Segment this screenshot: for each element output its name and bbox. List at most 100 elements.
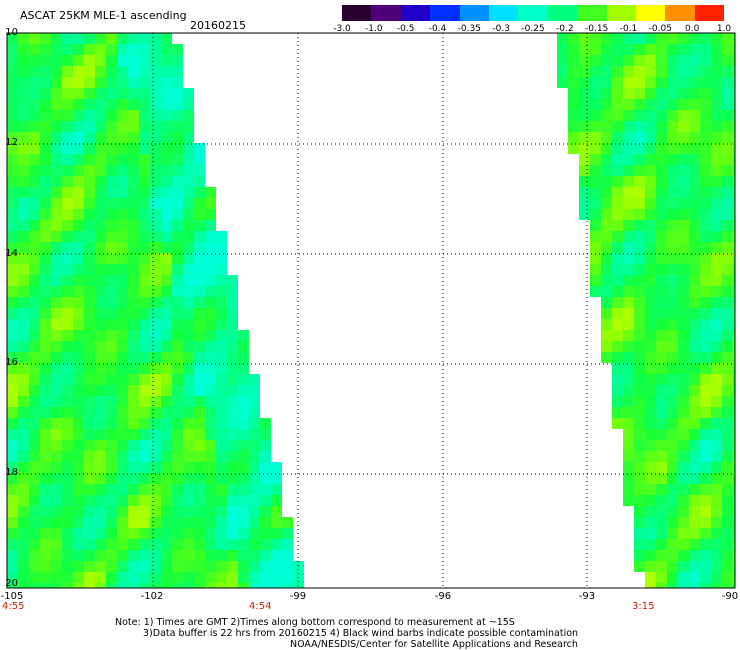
colorbar-swatch <box>430 5 460 21</box>
wind-cell <box>711 308 722 319</box>
wind-cell <box>128 418 139 429</box>
wind-cell <box>216 440 227 451</box>
wind-cell <box>733 561 735 572</box>
wind-cell <box>634 440 645 451</box>
wind-cell <box>667 429 678 440</box>
wind-cell <box>194 154 205 165</box>
wind-cell <box>18 154 29 165</box>
wind-cell <box>645 88 656 99</box>
wind-cell <box>733 55 735 66</box>
wind-cell <box>645 286 656 297</box>
wind-cell <box>645 44 656 55</box>
wind-cell <box>678 154 689 165</box>
wind-cell <box>84 99 95 110</box>
wind-cell <box>172 418 183 429</box>
wind-cell <box>106 275 117 286</box>
wind-cell <box>95 286 106 297</box>
wind-cell <box>656 297 667 308</box>
wind-cell <box>172 209 183 220</box>
wind-cell <box>139 66 150 77</box>
wind-cell <box>29 484 40 495</box>
wind-cell <box>84 308 95 319</box>
wind-cell <box>62 517 73 528</box>
wind-cell <box>689 176 700 187</box>
wind-cell <box>95 143 106 154</box>
wind-cell <box>612 132 623 143</box>
wind-cell <box>634 484 645 495</box>
wind-cell <box>656 275 667 286</box>
wind-cell <box>18 473 29 484</box>
wind-cell <box>73 33 84 44</box>
wind-cell <box>128 528 139 539</box>
wind-cell <box>51 440 62 451</box>
colorbar-label: 0.0 <box>684 24 700 34</box>
wind-cell <box>95 44 106 55</box>
wind-cell <box>183 165 194 176</box>
lat-label-14: 14 <box>5 248 18 259</box>
wind-cell <box>29 253 40 264</box>
wind-cell <box>84 572 95 583</box>
wind-cell <box>194 583 205 588</box>
wind-cell <box>106 484 117 495</box>
wind-cell <box>62 462 73 473</box>
wind-cell <box>601 110 612 121</box>
wind-cell <box>161 209 172 220</box>
wind-cell <box>18 319 29 330</box>
wind-cell <box>73 231 84 242</box>
wind-cell <box>73 484 84 495</box>
wind-cell <box>194 550 205 561</box>
wind-cell <box>656 143 667 154</box>
wind-cell <box>7 33 18 44</box>
wind-cell <box>51 550 62 561</box>
wind-cell <box>634 352 645 363</box>
wind-cell <box>183 132 194 143</box>
wind-cell <box>678 473 689 484</box>
wind-cell <box>612 44 623 55</box>
wind-cell <box>612 297 623 308</box>
wind-cell <box>139 407 150 418</box>
wind-cell <box>634 198 645 209</box>
wind-cell <box>722 429 733 440</box>
wind-cell <box>7 242 18 253</box>
wind-cell <box>194 429 205 440</box>
wind-cell <box>183 583 194 588</box>
wind-cell <box>95 473 106 484</box>
wind-cell <box>62 121 73 132</box>
wind-cell <box>40 363 51 374</box>
wind-cell <box>238 517 249 528</box>
wind-cell <box>106 264 117 275</box>
wind-cell <box>601 154 612 165</box>
wind-cell <box>139 484 150 495</box>
wind-cell <box>161 297 172 308</box>
wind-cell <box>62 352 73 363</box>
wind-cell <box>227 319 238 330</box>
wind-cell <box>689 99 700 110</box>
wind-cell <box>62 330 73 341</box>
wind-cell <box>678 253 689 264</box>
wind-cell <box>678 407 689 418</box>
wind-cell <box>733 44 735 55</box>
wind-cell <box>667 44 678 55</box>
wind-cell <box>700 176 711 187</box>
wind-cell <box>568 132 579 143</box>
wind-cell <box>656 429 667 440</box>
wind-cell <box>667 572 678 583</box>
wind-cell <box>216 275 227 286</box>
wind-cell <box>623 286 634 297</box>
wind-cell <box>700 77 711 88</box>
wind-cell <box>7 451 18 462</box>
wind-cell <box>73 209 84 220</box>
wind-cell <box>40 297 51 308</box>
wind-cell <box>150 132 161 143</box>
wind-cell <box>150 506 161 517</box>
wind-cell <box>18 572 29 583</box>
wind-cell <box>150 264 161 275</box>
wind-cell <box>183 539 194 550</box>
wind-cell <box>29 66 40 77</box>
wind-cell <box>95 55 106 66</box>
wind-cell <box>7 286 18 297</box>
wind-cell <box>172 484 183 495</box>
wind-cell <box>7 154 18 165</box>
wind-cell <box>282 572 293 583</box>
wind-cell <box>139 110 150 121</box>
